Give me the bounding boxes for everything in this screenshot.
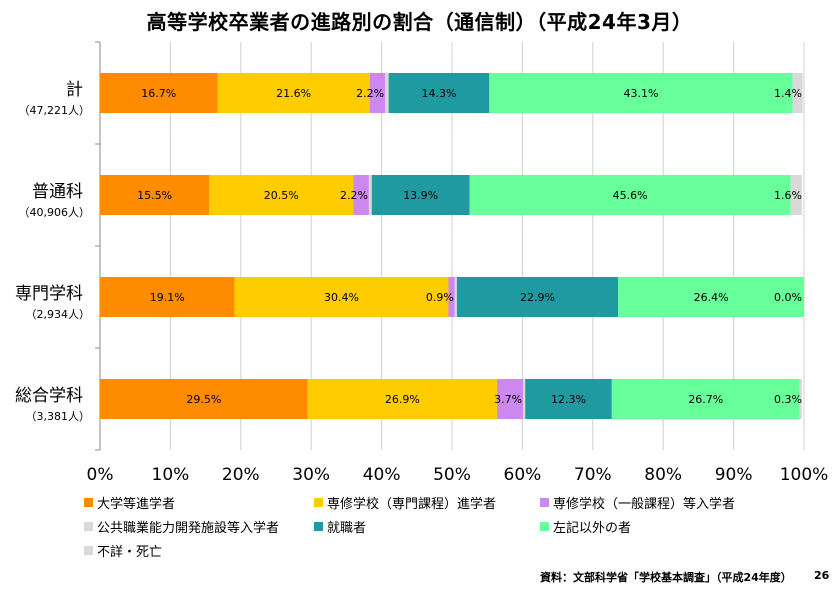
chart-title: 高等学校卒業者の進路別の割合（通信制）（平成24年3月） xyxy=(146,10,693,34)
bar-segment xyxy=(388,73,490,113)
data-label: 21.6% xyxy=(276,87,311,100)
bar-segment xyxy=(618,277,804,317)
legend-swatch xyxy=(540,522,549,531)
legend-label: 公共職業能力開発施設等入学者 xyxy=(97,521,280,536)
data-label: 1.4% xyxy=(774,87,802,100)
data-label: 30.4% xyxy=(324,291,359,304)
bar-segment xyxy=(371,175,470,215)
x-tick-label: 50% xyxy=(433,465,471,485)
legend-label: 専修学校（一般課程）等入学者 xyxy=(553,497,736,512)
legend-swatch xyxy=(84,498,93,507)
category-label: 専門学科 xyxy=(15,284,83,304)
bar-segment xyxy=(525,379,612,419)
category-label: 総合学科 xyxy=(15,386,83,406)
legend-item: 不詳・死亡 xyxy=(84,541,162,560)
bar-segment xyxy=(385,73,389,113)
legend-swatch xyxy=(540,498,549,507)
bar-segment xyxy=(792,73,803,113)
data-label: 15.5% xyxy=(137,189,172,202)
bar-segment xyxy=(234,277,449,317)
data-label: 29.5% xyxy=(186,393,221,406)
data-label: 14.3% xyxy=(421,87,456,100)
bar-segment xyxy=(448,277,455,317)
bar-segment xyxy=(307,379,498,419)
bar-segment xyxy=(369,73,386,113)
x-tick-label: 80% xyxy=(644,465,682,485)
data-label: 2.2% xyxy=(340,189,368,202)
legend-item: 大学等進学者 xyxy=(84,493,175,512)
x-tick-label: 0% xyxy=(87,465,114,485)
bar-segment xyxy=(489,73,793,113)
data-label: 2.2% xyxy=(356,87,384,100)
bar-segment xyxy=(100,73,218,113)
legend-item: 公共職業能力開発施設等入学者 xyxy=(84,517,279,536)
x-tick-label: 10% xyxy=(152,465,190,485)
x-tick-label: 90% xyxy=(715,465,753,485)
legend-swatch xyxy=(84,522,93,531)
source-note: 資料：文部科学省「学校基本調査」（平成24年度） xyxy=(540,571,792,584)
bar-segment xyxy=(799,379,802,419)
bar-segment xyxy=(523,379,526,419)
data-label: 3.7% xyxy=(494,393,522,406)
category-count-label: （3,381人） xyxy=(26,410,91,423)
data-label: 0.9% xyxy=(426,291,454,304)
x-tick-label: 100% xyxy=(780,465,829,485)
legend-item: 専修学校（専門課程）進学者 xyxy=(314,493,496,512)
data-label: 1.6% xyxy=(774,189,802,202)
bar-segment xyxy=(454,277,457,317)
data-label: 22.9% xyxy=(520,291,555,304)
bar-segment xyxy=(100,175,210,215)
legend-label: 左記以外の者 xyxy=(553,521,632,536)
stacked-bar-chart: 0% 10% 20% 30% 40% 50% 60% 70% 80% 90% 100% 計 （47,22… xyxy=(15,41,829,485)
bar-segment xyxy=(100,277,235,317)
legend-label: 専修学校（専門課程）進学者 xyxy=(327,497,497,512)
data-label: 26.4% xyxy=(694,291,729,304)
data-label: 26.7% xyxy=(688,393,723,406)
legend-label: 大学等進学者 xyxy=(97,497,176,512)
data-label: 0.0% xyxy=(774,291,802,304)
legend-swatch xyxy=(314,498,323,507)
x-tick-label: 70% xyxy=(574,465,612,485)
category-label: 普通科 xyxy=(32,182,83,202)
bar-segment xyxy=(456,277,619,317)
data-label: 26.9% xyxy=(385,393,420,406)
bar-segment xyxy=(100,379,308,419)
category-count-label: （40,906人） xyxy=(19,206,91,219)
category-count-label: （2,934人） xyxy=(26,308,91,321)
category-label: 計 xyxy=(66,80,83,100)
bar-segment xyxy=(497,379,524,419)
data-label: 12.3% xyxy=(551,393,586,406)
legend-swatch xyxy=(84,546,93,555)
data-label: 45.6% xyxy=(613,189,648,202)
legend-label: 就職者 xyxy=(327,521,367,536)
legend-item: 就職者 xyxy=(314,517,366,536)
legend-swatch xyxy=(314,522,323,531)
x-tick-label: 40% xyxy=(363,465,401,485)
legend-item: 専修学校（一般課程）等入学者 xyxy=(540,493,735,512)
legend-item: 左記以外の者 xyxy=(540,517,631,536)
bar-segment xyxy=(368,175,372,215)
data-label: 19.1% xyxy=(150,291,185,304)
data-label: 43.1% xyxy=(624,87,659,100)
bar-segment xyxy=(217,73,370,113)
category-count-label: （47,221人） xyxy=(19,104,91,117)
data-label: 13.9% xyxy=(403,189,438,202)
bar-segment xyxy=(353,175,369,215)
bar-segment xyxy=(611,379,800,419)
x-tick-label: 60% xyxy=(504,465,542,485)
x-tick-label: 20% xyxy=(222,465,260,485)
x-tick-label: 30% xyxy=(292,465,330,485)
bar-segment xyxy=(790,175,802,215)
bar-segment xyxy=(469,175,791,215)
data-label: 0.3% xyxy=(774,393,802,406)
data-label: 20.5% xyxy=(264,189,299,202)
bar-segment xyxy=(209,175,354,215)
data-label: 16.7% xyxy=(141,87,176,100)
legend-label: 不詳・死亡 xyxy=(97,545,163,560)
page-number: 26 xyxy=(814,569,830,582)
